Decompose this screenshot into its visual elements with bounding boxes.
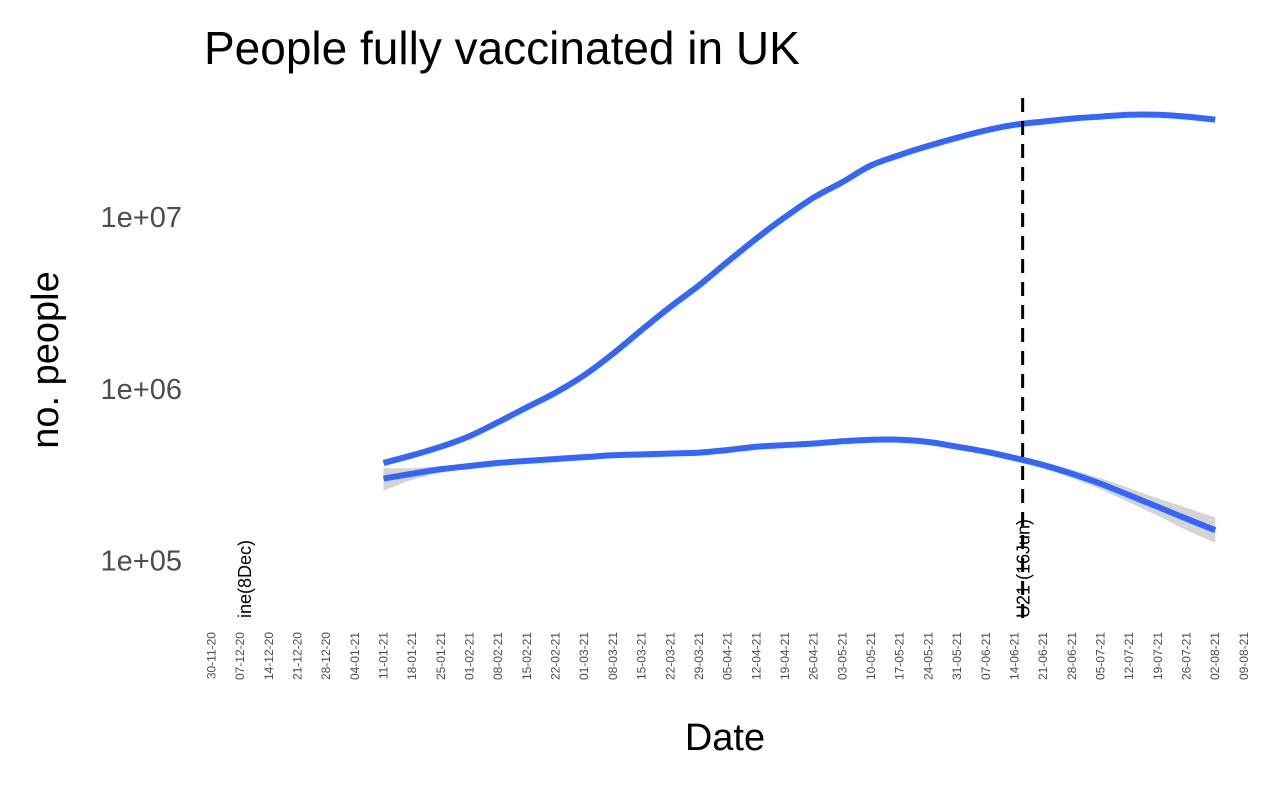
x-tick-label: 07-12-20 <box>233 632 247 680</box>
y-tick-label: 1e+05 <box>101 545 182 577</box>
x-tick-label: 03-05-21 <box>835 632 849 680</box>
x-tick-label: 08-03-21 <box>606 632 620 680</box>
x-tick-label: 11-01-21 <box>376 632 390 679</box>
x-tick-label: 12-07-21 <box>1122 632 1136 680</box>
y-axis-title: no. people <box>25 271 67 449</box>
x-axis-ticks: 30-11-20 07-12-20 14-12-20 21-12-20 28-12-20… <box>204 632 1251 680</box>
annotation-label: U21 (16Jun) <box>1014 519 1034 618</box>
confidence-band <box>383 437 1216 543</box>
x-tick-label: 01-02-21 <box>463 632 477 680</box>
x-tick-label: 10-05-21 <box>864 632 878 680</box>
x-tick-label: 28-06-21 <box>1065 632 1079 680</box>
x-tick-label: 01-03-21 <box>577 632 591 680</box>
x-tick-label: 18-01-21 <box>405 632 419 680</box>
series-layer <box>382 111 1217 543</box>
y-tick-label: 1e+07 <box>101 202 182 234</box>
x-axis-title: Date <box>685 717 765 759</box>
x-tick-label: 21-12-20 <box>290 632 304 680</box>
x-tick-label: 22-02-21 <box>549 632 563 680</box>
x-tick-label: 09-08-21 <box>1237 632 1251 680</box>
x-tick-label: 30-11-20 <box>204 632 218 679</box>
x-tick-label: 17-05-21 <box>893 632 907 680</box>
x-tick-label: 22-03-21 <box>663 632 677 680</box>
x-tick-label: 25-01-21 <box>434 632 448 680</box>
x-tick-label: 07-06-21 <box>979 632 993 680</box>
series-line-1 <box>382 111 1216 466</box>
x-tick-label: 19-07-21 <box>1151 632 1165 680</box>
x-tick-label: 04-01-21 <box>348 632 362 680</box>
x-tick-label: 24-05-21 <box>921 632 935 680</box>
x-tick-label: 05-07-21 <box>1093 632 1107 680</box>
x-tick-label: 12-04-21 <box>749 632 763 680</box>
annotation-layer: ine(8Dec) U21 (16Jun) <box>235 98 1034 618</box>
x-tick-label: 29-03-21 <box>692 632 706 680</box>
x-tick-label: 14-06-21 <box>1007 632 1021 680</box>
x-tick-label: 19-04-21 <box>778 632 792 680</box>
x-tick-label: 15-02-21 <box>520 632 534 680</box>
x-tick-label: 08-02-21 <box>491 632 505 680</box>
x-tick-label: 26-07-21 <box>1180 632 1194 680</box>
y-tick-label: 1e+06 <box>101 374 182 406</box>
x-tick-label: 21-06-21 <box>1036 632 1050 680</box>
y-axis-ticks: 1e+05 1e+06 1e+07 <box>101 202 182 577</box>
chart-title: People fully vaccinated in UK <box>204 22 800 74</box>
annotation-label: ine(8Dec) <box>235 540 255 618</box>
x-tick-label: 28-12-20 <box>319 632 333 680</box>
x-tick-label: 02-08-21 <box>1208 632 1222 680</box>
series-line-2 <box>382 436 1217 533</box>
x-tick-label: 14-12-20 <box>262 632 276 680</box>
x-tick-label: 26-04-21 <box>807 632 821 680</box>
x-tick-label: 31-05-21 <box>950 632 964 680</box>
x-tick-label: 05-04-21 <box>721 632 735 680</box>
x-tick-label: 15-03-21 <box>635 632 649 680</box>
